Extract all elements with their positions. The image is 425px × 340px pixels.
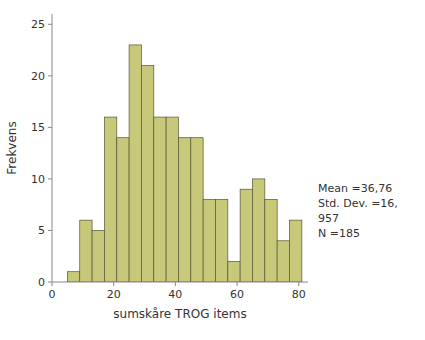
annotation-line: 957 [318,212,339,225]
x-tick [298,282,299,286]
bar [252,179,264,282]
y-axis-label: Frekvens [5,121,19,174]
y-tick-label: 15 [31,121,45,134]
bars [67,45,301,282]
y-tick-label: 0 [38,276,45,289]
x-tick-label: 60 [230,288,244,301]
x-tick [237,282,238,286]
bar [289,220,301,282]
x-tick [175,282,176,286]
bar [191,138,203,282]
x-tick [113,282,114,286]
x-tick [52,282,53,286]
y-tick [48,282,52,283]
bar [215,200,227,282]
page: {"chart_data": {"type": "histogram", "bi… [0,0,425,340]
y-tick [48,24,52,25]
y-tick-label: 5 [38,224,45,237]
bar [80,220,92,282]
y-tick-label: 10 [31,173,45,186]
x-axis-label: sumskåre TROG items [113,307,246,321]
y-tick [48,75,52,76]
y-tick [48,178,52,179]
bar [104,117,116,282]
bar [277,241,289,282]
y-tick [48,230,52,231]
bar [129,45,141,282]
y-tick-label: 20 [31,70,45,83]
x-tick-label: 40 [168,288,182,301]
bar [265,200,277,282]
annotation-line: Mean =36,76 [318,182,392,195]
bar [240,189,252,282]
x-axis-line [52,282,308,283]
bar [203,200,215,282]
bar [141,66,153,282]
bar [92,230,104,282]
annotation-line: Std. Dev. =16, [318,197,398,210]
x-tick-label: 80 [292,288,306,301]
y-axis-line [52,14,53,282]
bar [117,138,129,282]
annotation-line: N =185 [318,227,360,240]
y-tick [48,127,52,128]
chart: 0 20 40 60 80 0 5 10 15 20 25 sumskåre TROG items Fr… [0,0,425,340]
bar [166,117,178,282]
y-axis: 0 5 10 15 20 25 [31,18,52,289]
bar [154,117,166,282]
bar [228,261,240,282]
x-tick-label: 20 [107,288,121,301]
bar [67,272,79,282]
y-tick-label: 25 [31,18,45,31]
bar [178,138,190,282]
x-tick-label: 0 [49,288,56,301]
x-axis: 0 20 40 60 80 [49,282,306,301]
annotation: Mean =36,76 Std. Dev. =16, 957 N =185 [318,182,398,240]
